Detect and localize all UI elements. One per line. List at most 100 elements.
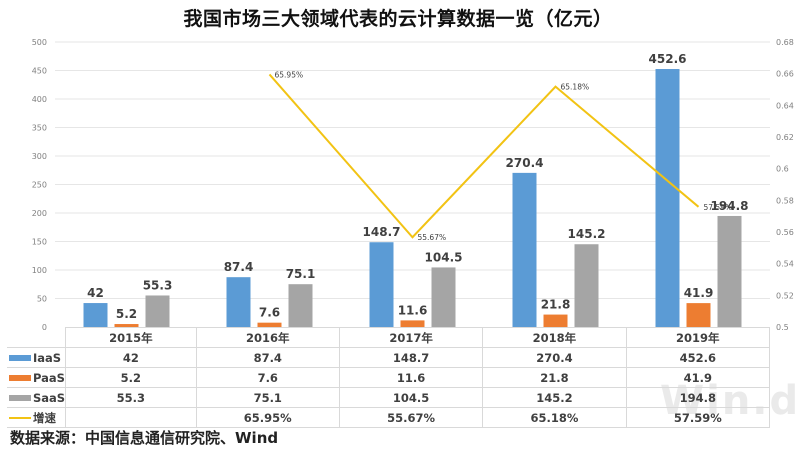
- table-header-cell: 2017年: [338, 327, 484, 348]
- iaas-swatch-icon: [9, 355, 31, 361]
- legend-label: PaaS: [33, 370, 65, 385]
- paas-bar: [686, 303, 711, 327]
- table-row-growth: 增速 65.95% 55.67% 65.18% 57.59%: [7, 407, 771, 428]
- table-cell: 5.2: [65, 367, 197, 388]
- left-axis-tick-label: 500: [32, 38, 47, 47]
- saas-bar: [288, 284, 313, 327]
- right-axis-tick-label: 0.58: [776, 196, 794, 205]
- bar-value-label: 42: [87, 286, 104, 300]
- growth-value-label: 57.59%: [704, 203, 733, 212]
- bar-value-label: 145.2: [568, 227, 606, 241]
- bar-value-label: 148.7: [363, 225, 401, 239]
- legend-label: SaaS: [33, 390, 66, 405]
- saas-swatch-icon: [9, 395, 31, 401]
- right-axis-tick-label: 0.68: [776, 38, 794, 47]
- table-cell: 55.3: [65, 387, 197, 408]
- left-axis-tick-label: 300: [32, 152, 47, 161]
- right-axis-tick-label: 0.64: [776, 101, 794, 110]
- right-axis-tick-label: 0.5: [776, 323, 789, 332]
- saas-bar: [431, 267, 456, 327]
- table-cell: 194.8: [625, 387, 771, 408]
- table-header-cell: 2015年: [65, 327, 197, 348]
- legend-growth: 增速: [7, 407, 67, 428]
- table-cell: 7.6: [195, 367, 340, 388]
- legend-saas: SaaS: [7, 387, 67, 408]
- right-axis-tick-label: 0.66: [776, 70, 794, 79]
- table-cell: 65.18%: [482, 407, 627, 428]
- iaas-bar: [226, 277, 251, 327]
- left-axis-tick-label: 200: [32, 209, 47, 218]
- table-header-cell: 2019年: [625, 327, 771, 348]
- gridlines: [55, 41, 770, 299]
- bar-value-label: 104.5: [425, 250, 463, 264]
- table-row-paas: PaaS 5.2 7.6 11.6 21.8 41.9: [7, 367, 771, 388]
- table-cell: 87.4: [195, 347, 340, 368]
- table-cell: 55.67%: [338, 407, 484, 428]
- legend-label: 增速: [33, 410, 56, 425]
- bar-value-label: 7.6: [259, 306, 280, 320]
- bar-value-label: 5.2: [116, 307, 137, 321]
- table-cell: 148.7: [338, 347, 484, 368]
- growth-line-swatch-icon: [9, 417, 31, 419]
- left-axis-tick-label: 400: [32, 95, 47, 104]
- legend-label: IaaS: [33, 350, 62, 365]
- left-axis-tick-label: 350: [32, 124, 47, 133]
- iaas-bar: [369, 242, 394, 327]
- legend-iaas: IaaS: [7, 347, 67, 368]
- table-header-cell: 2016年: [195, 327, 340, 348]
- data-source-note: 数据来源：中国信息通信研究院、Wind: [10, 429, 279, 447]
- bar-value-label: 41.9: [684, 286, 714, 300]
- table-cell: 75.1: [195, 387, 340, 408]
- paas-bar: [257, 322, 282, 327]
- table-row-saas: SaaS 55.3 75.1 104.5 145.2 194.8: [7, 387, 771, 408]
- right-axis-tick-label: 0.62: [776, 133, 794, 142]
- iaas-bar: [655, 69, 680, 327]
- table-cell: [65, 407, 197, 428]
- bar-value-label: 452.6: [649, 52, 687, 66]
- growth-value-label: 65.95%: [275, 70, 304, 79]
- growth-value-label: 55.67%: [418, 233, 447, 242]
- data-labels: 42 5.2 55.3 87.4 7.6 75.1 148.7 11.6 104.5 270.4 2…: [87, 52, 748, 321]
- bar-value-label: 194.8: [711, 199, 749, 213]
- table-cell: 21.8: [482, 367, 627, 388]
- table-cell: 42: [65, 347, 197, 368]
- right-axis-tick-label: 0.56: [776, 228, 794, 237]
- growth-line-series: [268, 73, 700, 239]
- bar-value-label: 55.3: [143, 278, 173, 292]
- bar-value-label: 75.1: [286, 267, 316, 281]
- bar-series: [83, 69, 742, 327]
- paas-bar: [114, 324, 139, 327]
- bar-value-label: 21.8: [541, 298, 571, 312]
- table-cell: 11.6: [338, 367, 484, 388]
- saas-bar: [717, 215, 742, 327]
- saas-bar: [574, 244, 599, 327]
- table-cell: 65.95%: [195, 407, 340, 428]
- table-corner: [7, 327, 67, 348]
- data-table: 2015年 2016年 2017年 2018年 2019年 IaaS 42 87…: [7, 327, 771, 428]
- right-axis-ticks: 0.5 0.52 0.54 0.56 0.58 0.6 0.62 0.64 0.66 0.68: [776, 38, 794, 332]
- right-axis-tick-label: 0.6: [776, 165, 789, 174]
- iaas-bar: [512, 172, 537, 327]
- growth-line: [268, 73, 700, 239]
- table-cell: 104.5: [338, 387, 484, 408]
- table-cell: 41.9: [625, 367, 771, 388]
- table-header-cell: 2018年: [482, 327, 627, 348]
- bar-value-label: 87.4: [224, 260, 254, 274]
- paas-bar: [400, 320, 425, 327]
- legend-paas: PaaS: [7, 367, 67, 388]
- chart-title: 我国市场三大领域代表的云计算数据一览（亿元）: [183, 8, 613, 30]
- table-header-row: 2015年 2016年 2017年 2018年 2019年: [7, 327, 771, 348]
- iaas-bar: [83, 303, 108, 327]
- table-cell: 270.4: [482, 347, 627, 368]
- bar-value-label: 270.4: [506, 156, 544, 170]
- table-cell: 145.2: [482, 387, 627, 408]
- table-cell: 452.6: [625, 347, 771, 368]
- left-axis-tick-label: 150: [32, 238, 47, 247]
- paas-swatch-icon: [9, 375, 31, 381]
- bar-value-label: 11.6: [398, 303, 428, 317]
- growth-value-label: 65.18%: [561, 83, 590, 92]
- table-cell: 57.59%: [625, 407, 771, 428]
- left-axis-tick-label: 100: [32, 266, 47, 275]
